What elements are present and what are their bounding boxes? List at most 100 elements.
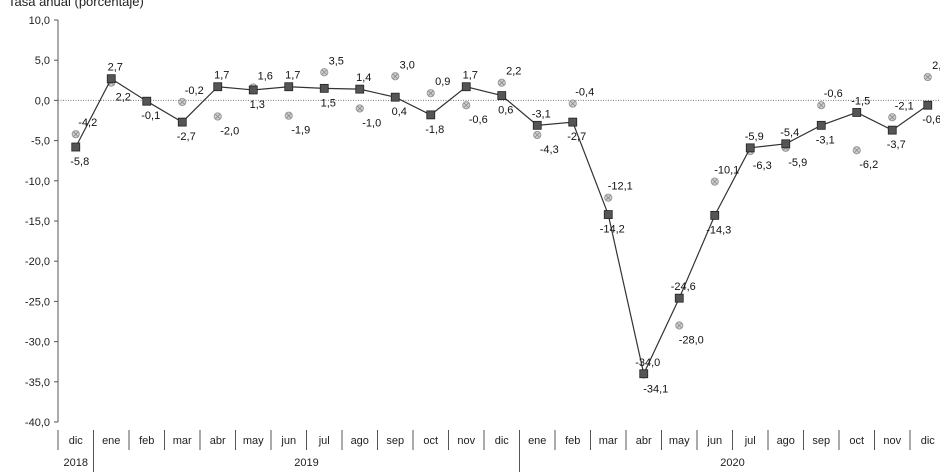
main-data-label: -0,1	[141, 110, 160, 122]
main-point	[142, 96, 152, 106]
main-point	[71, 142, 81, 152]
main-data-label: -24,6	[671, 281, 696, 293]
y-tick-label: -40,0	[25, 417, 50, 429]
main-data-label: 1,5	[321, 97, 336, 109]
chart-title: Tasa anual (porcentaje)	[8, 0, 144, 9]
secondary-data-label: -0,2	[185, 85, 204, 97]
main-point	[923, 100, 933, 110]
main-point	[639, 369, 649, 379]
secondary-data-label: -1,9	[291, 125, 310, 137]
main-data-label: 1,4	[356, 72, 371, 84]
main-point	[213, 82, 223, 92]
main-data-label: -5,9	[745, 131, 764, 143]
y-tick-label: -20,0	[25, 256, 50, 268]
x-category-label: sep	[386, 435, 404, 447]
secondary-point	[817, 101, 826, 110]
secondary-data-label: -6,2	[859, 159, 878, 171]
x-category-label: jul	[318, 435, 330, 447]
secondary-data-label: 2,2	[506, 66, 521, 78]
secondary-point	[533, 130, 542, 140]
y-tick-label: 0,0	[35, 95, 50, 107]
secondary-data-label: -0,4	[575, 87, 594, 99]
secondary-point	[888, 113, 897, 122]
secondary-data-label: -12,1	[608, 181, 633, 193]
x-category-label: nov	[883, 435, 901, 447]
secondary-data-label: -4,3	[540, 144, 559, 156]
secondary-point	[604, 193, 613, 202]
secondary-data-label: -2,0	[220, 125, 239, 137]
main-data-label: -5,4	[780, 127, 799, 139]
main-data-label: 1,7	[214, 70, 229, 82]
year-label: 2019	[294, 457, 318, 469]
x-category-label: feb	[139, 435, 154, 447]
secondary-point	[178, 97, 187, 107]
secondary-point	[497, 78, 506, 87]
main-point	[674, 293, 684, 303]
secondary-data-label: -2,1	[895, 100, 914, 112]
main-point	[852, 108, 862, 117]
secondary-point	[923, 72, 932, 82]
x-category-label: oct	[849, 435, 864, 447]
secondary-data-label: -0,6	[469, 114, 488, 126]
main-point	[568, 117, 578, 127]
series-main	[71, 74, 933, 379]
secondary-data-label: -0,6	[824, 88, 843, 100]
main-data-label: 0,6	[498, 105, 513, 117]
secondary-data-label: -10,1	[714, 165, 739, 177]
main-point	[532, 120, 542, 130]
main-point	[106, 74, 116, 84]
x-category-label: ene	[528, 435, 546, 447]
x-category-label: may	[243, 435, 264, 447]
secondary-point	[852, 146, 861, 155]
x-category-label: jun	[706, 435, 722, 447]
secondary-data-label: -4,2	[78, 117, 97, 129]
main-data-label: -0,6	[922, 114, 940, 126]
year-label: 2018	[64, 457, 88, 469]
secondary-data-label: 1,6	[258, 71, 273, 83]
main-point	[355, 84, 365, 94]
x-category-labels: dic ene feb mar abr may jun jul ago sep oct nov dic e…	[64, 435, 936, 469]
main-point	[745, 143, 755, 153]
main-data-label: 1,3	[250, 99, 265, 111]
main-point	[461, 82, 471, 92]
main-data-label: 0,4	[392, 106, 407, 118]
y-tick-label: 10,0	[29, 15, 50, 27]
secondary-data-label: -1,0	[362, 117, 381, 129]
data-labels: -5,8 2,7 -0,1 -2,7 1,7 1,3 1,7 1,5 1,4 0,4 -1,8 1,7…	[70, 55, 940, 395]
main-data-label: 1,7	[285, 70, 300, 82]
main-data-label: -1,5	[851, 95, 870, 107]
main-data-label: -14,2	[600, 224, 625, 236]
axes	[54, 19, 940, 472]
main-data-label: -3,1	[816, 134, 835, 146]
x-category-label: ago	[351, 435, 369, 447]
y-tick-label: -10,0	[25, 176, 50, 188]
main-data-label: 2,7	[108, 62, 123, 74]
secondary-data-label: -6,3	[753, 160, 772, 172]
secondary-data-label: 2,9	[932, 60, 940, 72]
main-point	[248, 85, 258, 95]
x-category-label: jul	[744, 435, 756, 447]
main-point	[781, 139, 791, 149]
main-series-line	[75, 77, 929, 376]
y-tick-label: -35,0	[25, 377, 50, 389]
secondary-data-label: -28,0	[679, 335, 704, 347]
x-category-label: mar	[173, 435, 192, 447]
secondary-data-label: 3,5	[329, 55, 344, 67]
main-point	[603, 210, 613, 219]
y-tick-label: 5,0	[35, 55, 50, 67]
x-category-label: feb	[565, 435, 580, 447]
main-data-label: -2,7	[567, 131, 586, 143]
main-data-label: -2,7	[177, 131, 196, 143]
main-point	[887, 125, 897, 135]
secondary-point	[710, 177, 719, 186]
main-point	[177, 117, 187, 127]
main-data-label: -1,8	[425, 124, 444, 136]
secondary-data-label: 2,2	[116, 92, 131, 104]
y-tick-label: -25,0	[25, 296, 50, 308]
main-data-label: -3,1	[532, 108, 551, 120]
secondary-point	[284, 111, 293, 120]
y-tick-label: -30,0	[25, 337, 50, 349]
main-data-label: -3,7	[887, 139, 906, 151]
secondary-point	[320, 68, 329, 77]
